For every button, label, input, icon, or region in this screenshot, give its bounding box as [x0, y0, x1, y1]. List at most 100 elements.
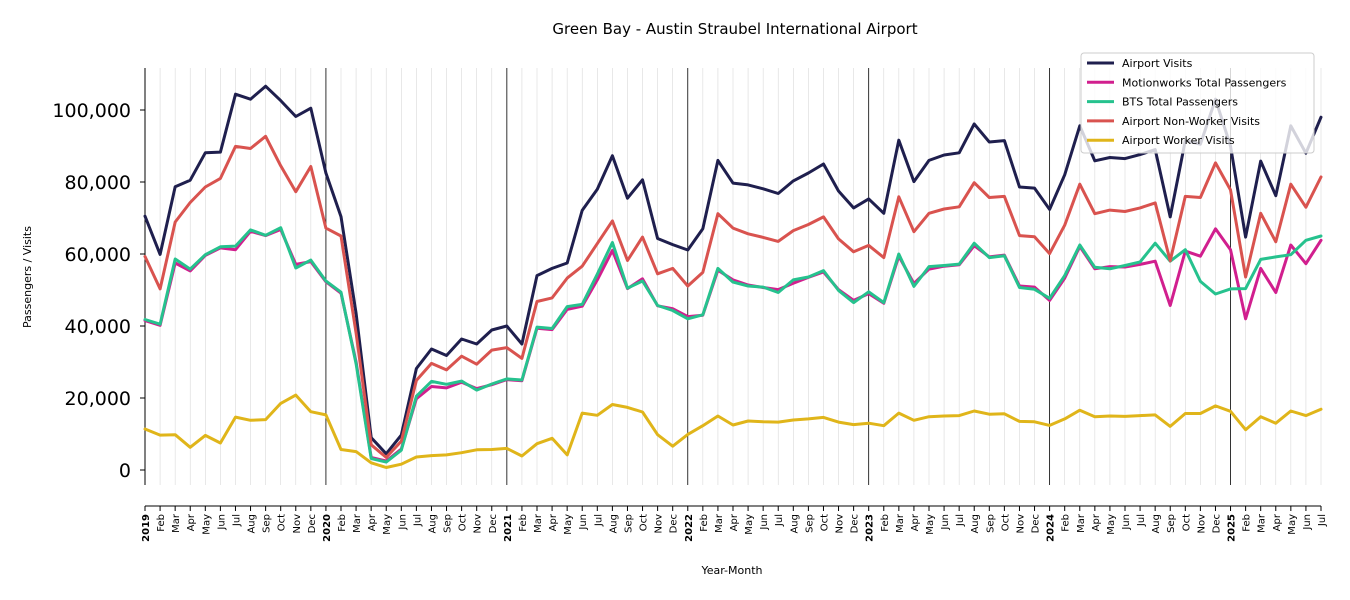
x-tick-label-month: Dec: [307, 514, 318, 533]
x-tick-label-month: Jun: [940, 514, 951, 531]
x-tick-label-month: Sep: [1166, 514, 1177, 533]
x-tick-label-month: Mar: [533, 513, 544, 533]
x-tick-label-month: Aug: [789, 514, 800, 534]
x-tick-label-year: 2025: [1227, 514, 1238, 542]
x-tick-label-month: Mar: [714, 513, 725, 533]
x-tick-label-month: Feb: [337, 514, 348, 532]
x-tick-label-month: Jul: [1317, 514, 1328, 527]
legend-label: Airport Visits: [1122, 57, 1193, 70]
series-lines: [143, 84, 1323, 469]
y-axis-label: Passengers / Visits: [21, 226, 34, 328]
x-tick-label-month: Nov: [654, 514, 665, 534]
series-line-airport-visits: [143, 84, 1323, 456]
x-tick-label-month: Mar: [1257, 513, 1268, 533]
x-tick-label-month: Dec: [1211, 514, 1222, 533]
x-tick-label-month: Apr: [910, 513, 921, 531]
x-tick-label-month: Sep: [804, 514, 815, 533]
x-tick-label-month: Jun: [1121, 514, 1132, 531]
x-tick-label-month: Feb: [1061, 514, 1072, 532]
x-tick-label-month: Nov: [292, 514, 303, 534]
x-axis-ticks: 2019 Feb Mar Apr May Jun Jul Aug Sep Oct Nov Dec 202…: [141, 506, 1328, 542]
y-tick-label: 60,000: [65, 244, 131, 266]
x-tick-label-month: May: [563, 514, 574, 535]
x-tick-label-month: Feb: [156, 514, 167, 532]
x-tick-label-month: Jul: [1136, 514, 1147, 527]
x-tick-label-month: Nov: [1015, 514, 1026, 534]
series-line-airport-worker-visits: [143, 393, 1323, 469]
x-tick-label-year: 2019: [141, 514, 152, 542]
x-tick-label-month: Jun: [578, 514, 589, 531]
x-tick-label-month: Oct: [1181, 514, 1192, 531]
x-tick-label-month: Jul: [593, 514, 604, 527]
y-axis-ticks: 0 20,000 40,000 60,000 80,000 100,000: [52, 100, 145, 482]
x-tick-label-month: Oct: [458, 514, 469, 531]
x-tick-label-month: Nov: [1196, 514, 1207, 534]
legend-label: BTS Total Passengers: [1122, 96, 1238, 109]
x-tick-label-month: Apr: [729, 513, 740, 531]
x-tick-label-month: Sep: [443, 514, 454, 533]
x-tick-label-month: Apr: [1091, 513, 1102, 531]
x-tick-label-month: Oct: [639, 514, 650, 531]
x-tick-label-month: Dec: [850, 514, 861, 533]
x-tick-label-month: Nov: [473, 514, 484, 534]
x-tick-label-month: Sep: [262, 514, 273, 533]
x-tick-label-month: Jul: [774, 514, 785, 527]
x-tick-label-month: Dec: [488, 514, 499, 533]
x-tick-label-month: May: [1106, 514, 1117, 535]
x-tick-label-month: Mar: [895, 513, 906, 533]
x-tick-label-month: Apr: [1272, 513, 1283, 531]
x-tick-label-month: May: [382, 514, 393, 535]
x-tick-label-month: Apr: [186, 513, 197, 531]
legend: Airport Visits Motionworks Total Passenge…: [1080, 52, 1315, 154]
x-tick-label-year: 2022: [684, 514, 695, 542]
x-tick-label-month: Aug: [608, 514, 619, 534]
x-tick-label-month: Oct: [1000, 514, 1011, 531]
x-tick-label-month: Jul: [231, 514, 242, 527]
x-tick-label-month: Jul: [412, 514, 423, 527]
x-tick-label-month: Aug: [247, 514, 258, 534]
x-tick-label-month: Apr: [548, 513, 559, 531]
series-line-airport-non-worker-visits: [143, 134, 1323, 459]
x-tick-label-year: 2020: [322, 514, 333, 542]
x-tick-label-month: May: [1287, 514, 1298, 535]
chart-title: Green Bay - Austin Straubel Internationa…: [552, 20, 917, 38]
x-axis-label: Year-Month: [700, 564, 762, 577]
x-tick-label-month: Feb: [518, 514, 529, 532]
x-tick-label-month: Jun: [216, 514, 227, 531]
x-tick-label-month: Dec: [1031, 514, 1042, 533]
x-tick-label-month: Aug: [970, 514, 981, 534]
x-tick-label-month: Oct: [277, 514, 288, 531]
y-tick-label: 20,000: [65, 388, 131, 410]
x-tick-label-month: Sep: [623, 514, 634, 533]
x-tick-label-month: Sep: [985, 514, 996, 533]
x-tick-label-month: May: [201, 514, 212, 535]
x-tick-label-month: Mar: [352, 513, 363, 533]
legend-label: Airport Non-Worker Visits: [1122, 115, 1260, 128]
y-tick-label: 0: [119, 460, 131, 482]
x-tick-label-month: May: [925, 514, 936, 535]
legend-box: [1080, 52, 1315, 154]
x-tick-label-month: Feb: [699, 514, 710, 532]
legend-label: Motionworks Total Passengers: [1122, 76, 1287, 89]
x-tick-label-year: 2024: [1046, 514, 1057, 542]
legend-label: Airport Worker Visits: [1122, 134, 1235, 147]
y-tick-label: 80,000: [65, 172, 131, 194]
x-tick-label-month: Dec: [669, 514, 680, 533]
x-tick-label-month: Jun: [759, 514, 770, 531]
x-tick-label-year: 2021: [503, 514, 514, 542]
x-tick-label-month: Jul: [955, 514, 966, 527]
x-tick-label-month: Mar: [171, 513, 182, 533]
x-tick-label-month: Jun: [1302, 514, 1313, 531]
x-tick-label-month: Aug: [1151, 514, 1162, 534]
y-tick-label: 40,000: [65, 316, 131, 338]
x-tick-label-month: Oct: [819, 514, 830, 531]
x-tick-label-month: Feb: [1242, 514, 1253, 532]
y-tick-label: 100,000: [52, 100, 131, 122]
x-tick-label-month: May: [744, 514, 755, 535]
x-tick-label-year: 2023: [865, 514, 876, 542]
x-tick-label-month: Nov: [835, 514, 846, 534]
series-line-bts-total-passengers: [143, 226, 1323, 464]
x-tick-label-month: Aug: [427, 514, 438, 534]
x-tick-label-month: Apr: [367, 513, 378, 531]
